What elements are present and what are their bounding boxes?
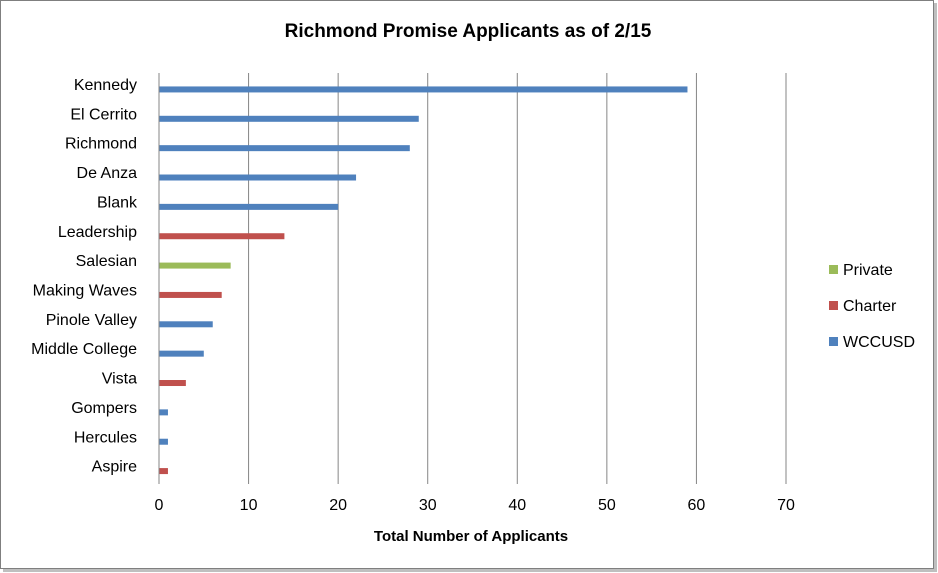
category-label-gompers: Gompers [71,400,137,417]
bars [159,86,688,475]
legend-swatch-wccusd [829,337,838,346]
legend-swatch-private [829,265,838,274]
bar-vista [159,380,186,387]
legend-label-wccusd: WCCUSD [843,334,915,351]
bar-richmond [159,145,410,152]
category-labels: Kennedy El Cerrito Richmond De Anza Blank Lea… [31,77,138,476]
legend-label-charter: Charter [843,298,897,315]
bar-pinole-valley [159,321,213,328]
bar-gompers [159,409,168,416]
bar-middle-college [159,350,204,357]
x-tick-20: 20 [329,497,347,514]
category-label-hercules: Hercules [74,429,137,446]
x-tick-40: 40 [508,497,526,514]
bar-kennedy [159,86,688,93]
grid-lines [248,73,787,484]
bar-salesian [159,262,231,269]
bar-aspire [159,468,168,475]
x-tick-50: 50 [598,497,616,514]
x-tick-70: 70 [777,497,795,514]
x-tick-labels: 0 10 20 30 40 50 60 70 [155,497,795,514]
category-label-leadership: Leadership [58,224,137,241]
bar-el-cerrito [159,115,419,122]
category-label-blank: Blank [97,194,138,211]
category-label-salesian: Salesian [76,253,137,270]
legend: Private Charter WCCUSD [829,262,915,351]
legend-swatch-charter [829,301,838,310]
chart-title: Richmond Promise Applicants as of 2/15 [285,21,652,42]
x-tick-30: 30 [419,497,437,514]
bar-hercules [159,438,168,445]
legend-label-private: Private [843,262,893,279]
category-label-making-waves: Making Waves [33,283,137,300]
category-label-vista: Vista [102,371,137,388]
x-tick-10: 10 [240,497,258,514]
x-axis-label: Total Number of Applicants [374,528,568,545]
bar-leadership [159,233,285,240]
category-label-pinole-valley: Pinole Valley [46,312,137,329]
category-label-richmond: Richmond [65,136,137,153]
bar-de-anza [159,174,357,181]
bar-making-waves [159,291,222,298]
category-label-de-anza: De Anza [77,165,138,182]
x-tick-60: 60 [688,497,706,514]
category-label-el-cerrito: El Cerrito [70,106,137,123]
bar-blank [159,203,339,210]
category-label-kennedy: Kennedy [74,77,137,94]
category-label-aspire: Aspire [92,459,137,476]
x-tick-0: 0 [155,497,164,514]
category-label-middle-college: Middle College [31,341,137,358]
